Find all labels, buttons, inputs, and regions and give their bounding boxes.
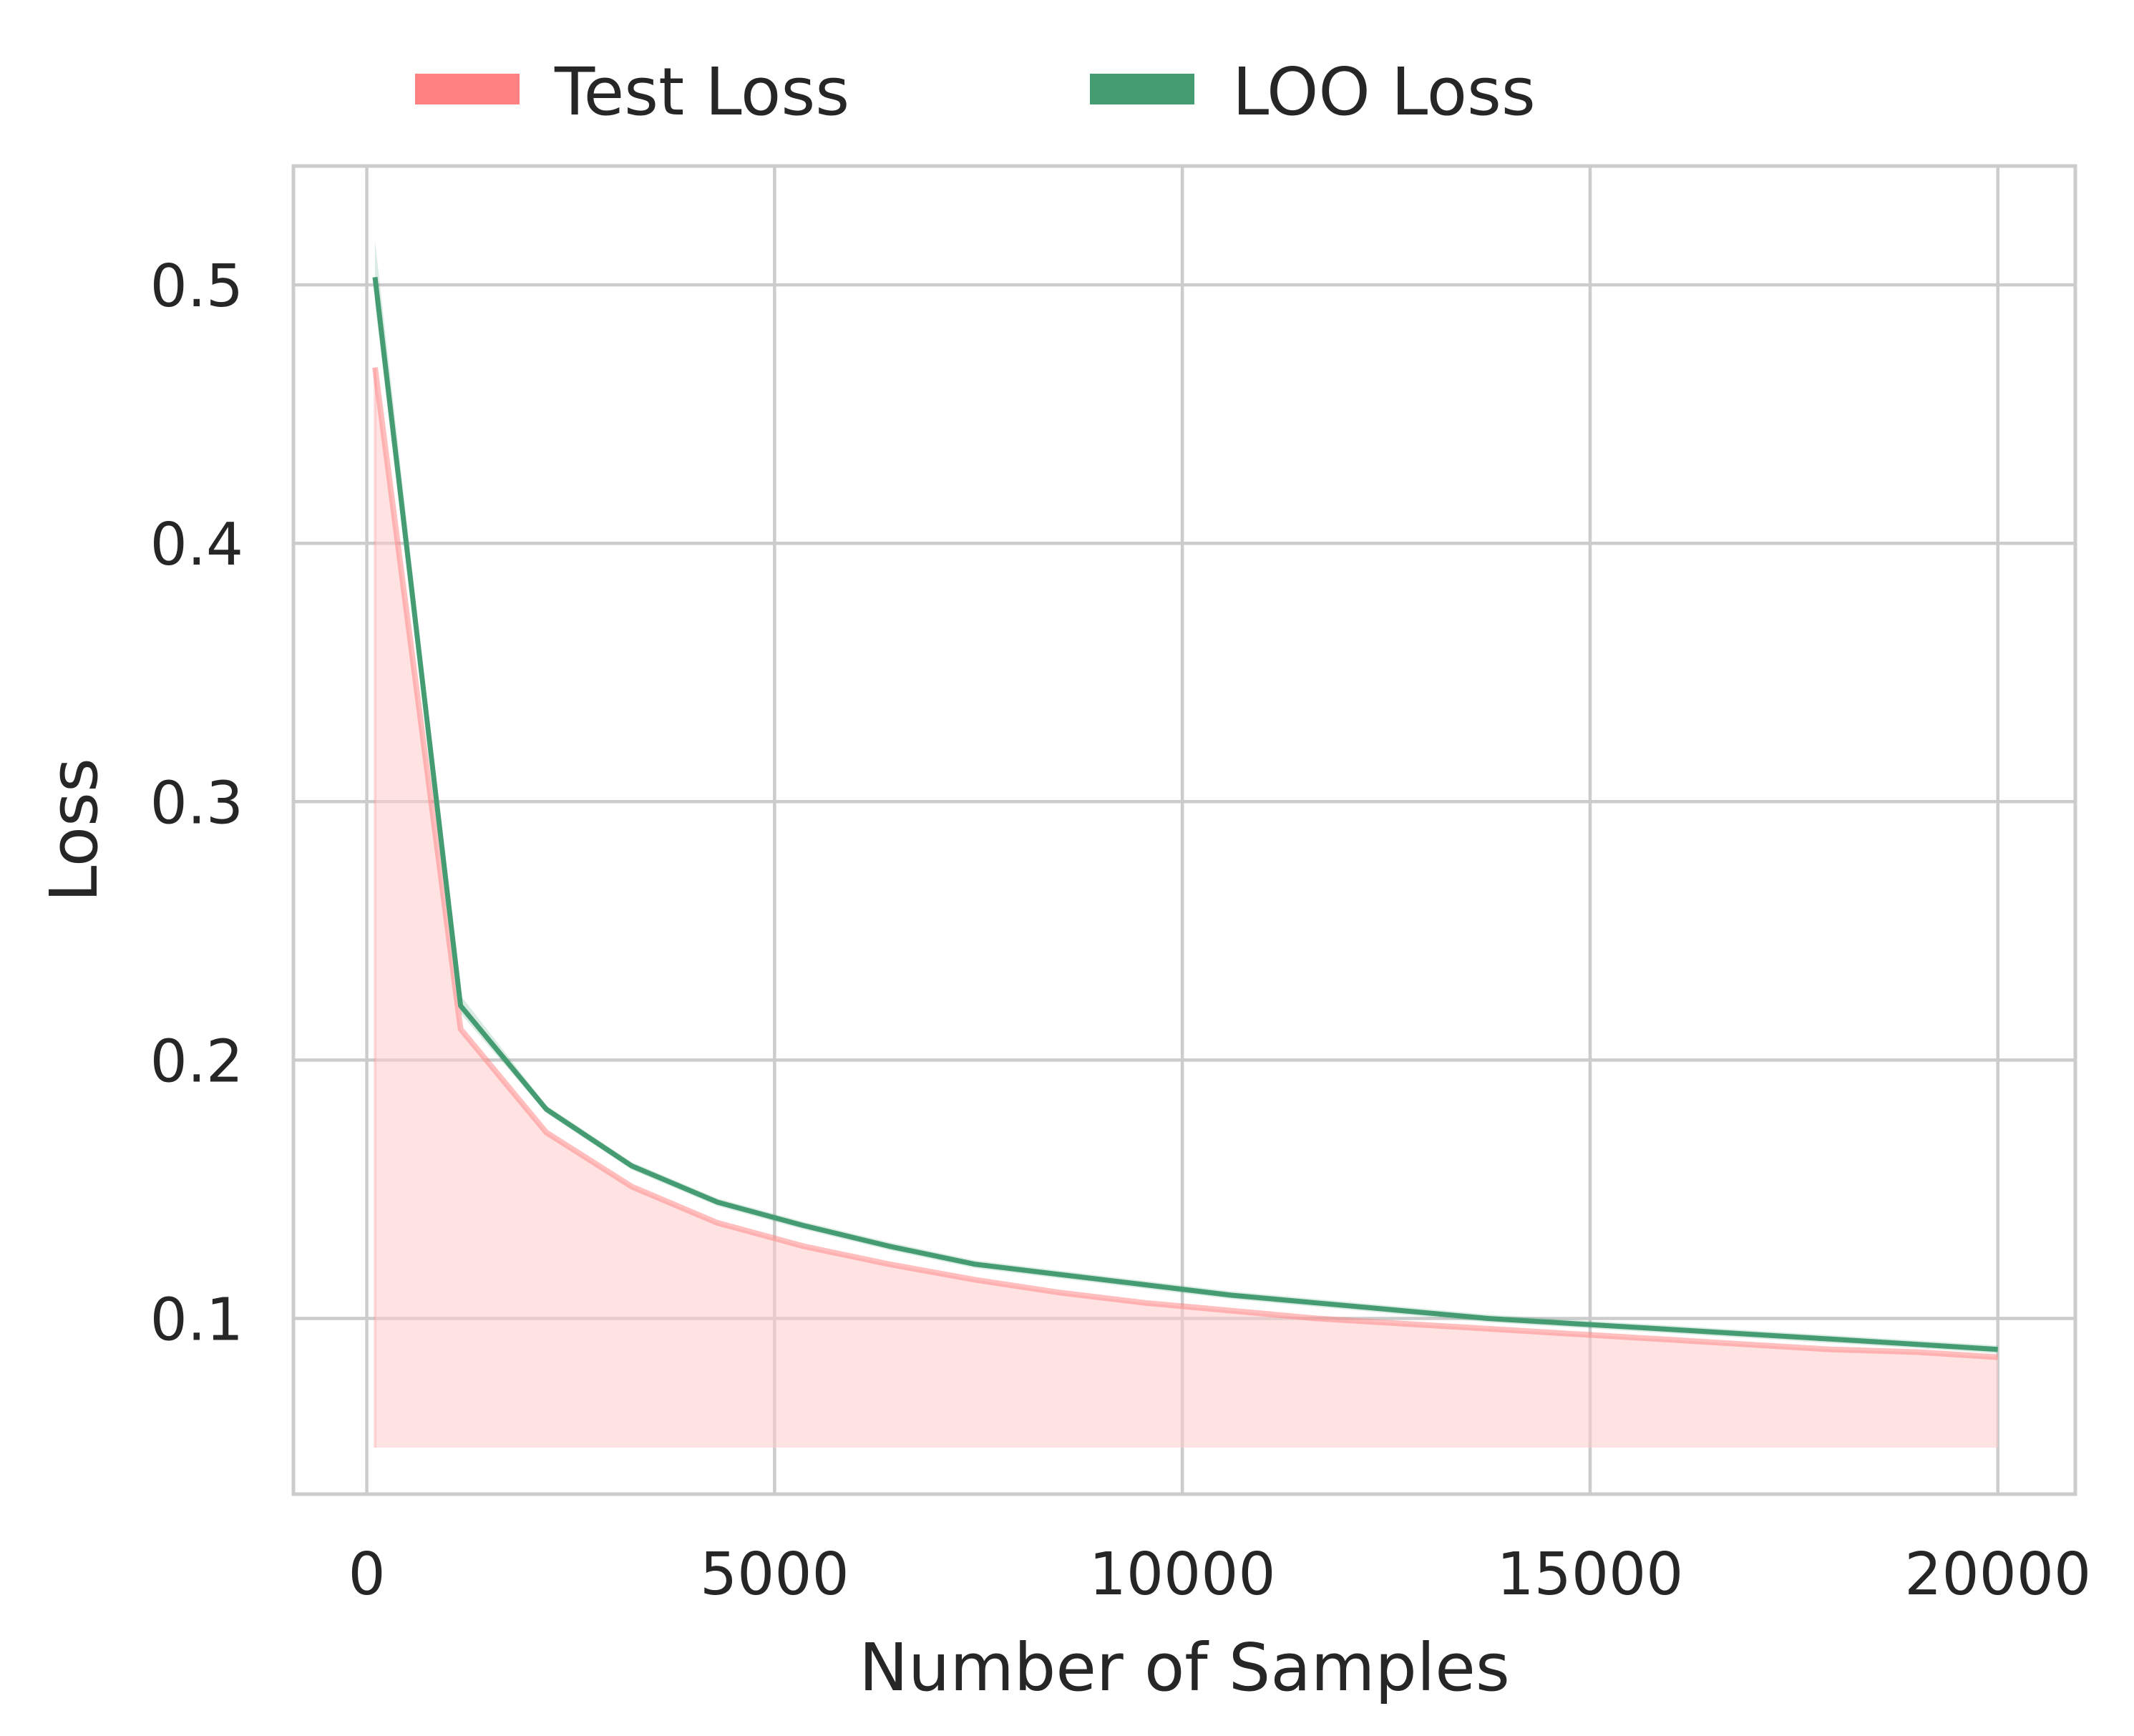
x-tick-label-2: 10000 — [1089, 1541, 1276, 1609]
y-tick-label-0: 0.1 — [150, 1286, 243, 1354]
y-tick-label-3: 0.4 — [150, 511, 243, 579]
legend-label-test-loss: Test Loss — [554, 54, 849, 130]
y-tick-label-1: 0.2 — [150, 1028, 243, 1096]
series-lines — [372, 276, 1998, 1360]
test-loss-area — [375, 367, 1998, 1448]
legend-swatch-test-loss — [415, 74, 520, 104]
legend-swatch-loo-loss — [1090, 74, 1194, 104]
legend: Test Loss LOO Loss — [415, 54, 1536, 130]
x-tick-label-0: 0 — [348, 1541, 385, 1609]
y-tick-label-2: 0.3 — [150, 769, 243, 837]
area-fills — [373, 240, 1998, 1448]
plot-frame — [291, 164, 2077, 1496]
x-tick-label-4: 20000 — [1904, 1541, 2091, 1609]
x-tick-label-1: 5000 — [700, 1541, 849, 1609]
legend-label-loo-loss: LOO Loss — [1232, 54, 1536, 130]
x-tick-label-3: 15000 — [1497, 1541, 1684, 1609]
x-axis-label: Number of Samples — [859, 1629, 1510, 1706]
y-tick-label-4: 0.5 — [150, 253, 243, 321]
loo-loss-line — [372, 276, 1998, 1352]
y-axis-label: Loss — [36, 758, 112, 902]
test-loss-line — [372, 367, 1998, 1360]
tick-labels: 0 5000 10000 15000 20000 0.1 0.2 0.3 0.4 0.5 — [150, 253, 2092, 1609]
